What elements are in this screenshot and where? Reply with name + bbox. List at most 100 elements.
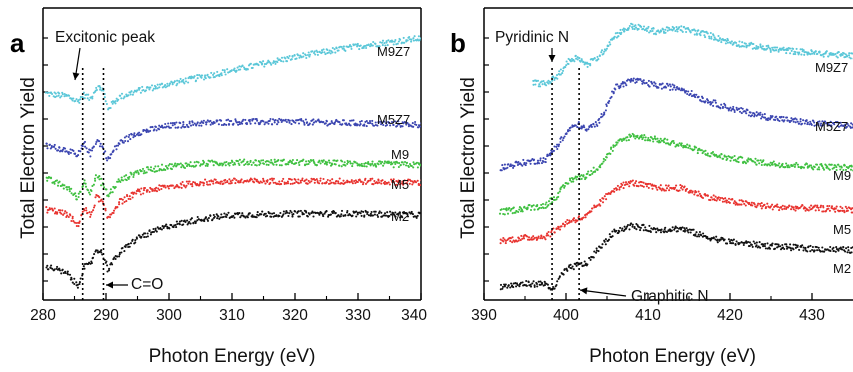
data-point	[560, 68, 562, 70]
data-point	[316, 178, 318, 180]
data-point	[317, 54, 319, 56]
data-point	[200, 125, 202, 127]
data-point	[88, 99, 90, 101]
data-point	[49, 144, 51, 146]
data-point	[277, 159, 279, 161]
data-point	[793, 206, 795, 208]
data-point	[525, 164, 527, 166]
data-point	[221, 74, 223, 76]
data-point	[839, 206, 841, 208]
data-point	[94, 205, 96, 207]
data-point	[222, 69, 224, 71]
data-point	[110, 107, 112, 109]
data-point	[756, 244, 758, 246]
data-point	[105, 260, 107, 262]
data-point	[322, 182, 324, 184]
data-point	[239, 68, 241, 70]
data-point	[326, 120, 328, 122]
data-point	[739, 242, 741, 244]
data-point	[182, 121, 184, 123]
data-point	[128, 178, 130, 180]
data-point	[788, 166, 790, 168]
data-point	[179, 223, 181, 225]
data-point	[156, 231, 158, 233]
data-point	[276, 61, 278, 63]
data-point	[655, 187, 657, 189]
data-point	[174, 163, 176, 165]
data-point	[667, 30, 669, 32]
data-point	[271, 179, 273, 181]
data-point	[794, 210, 796, 212]
data-point	[783, 208, 785, 210]
data-point	[714, 100, 716, 102]
data-point	[300, 182, 302, 184]
data-point	[126, 179, 128, 181]
data-point	[787, 164, 789, 166]
data-point	[364, 165, 366, 167]
data-point	[804, 248, 806, 250]
data-point	[716, 200, 718, 202]
data-point	[408, 166, 410, 168]
data-point	[708, 37, 710, 39]
data-point	[136, 236, 138, 238]
data-point	[287, 163, 289, 165]
data-point	[621, 227, 623, 229]
data-point	[528, 236, 530, 238]
data-point	[58, 147, 60, 149]
data-point	[818, 209, 820, 211]
data-point	[349, 120, 351, 122]
data-point	[612, 150, 614, 152]
data-point	[789, 243, 791, 245]
data-point	[678, 26, 680, 28]
data-point	[693, 193, 695, 195]
data-point	[60, 185, 62, 187]
data-point	[631, 226, 633, 228]
data-point	[677, 145, 679, 147]
data-point	[266, 215, 268, 217]
data-point	[564, 135, 566, 137]
data-point	[603, 112, 605, 114]
data-point	[153, 231, 155, 233]
data-point	[673, 28, 675, 30]
data-point	[511, 236, 513, 238]
data-point	[317, 180, 319, 182]
data-point	[562, 139, 564, 141]
data-point	[562, 223, 564, 225]
data-point	[412, 126, 414, 128]
data-point	[582, 174, 584, 176]
data-point	[257, 64, 259, 66]
data-point	[167, 122, 169, 124]
data-point	[596, 247, 598, 249]
data-point	[417, 180, 419, 182]
data-point	[55, 148, 57, 150]
data-point	[72, 97, 74, 99]
data-point	[360, 123, 362, 125]
data-point	[363, 47, 365, 49]
x-tick-label: 310	[219, 307, 245, 324]
data-point	[567, 183, 569, 185]
data-point	[297, 178, 299, 180]
data-point	[666, 231, 668, 233]
data-point	[617, 142, 619, 144]
data-point	[783, 47, 785, 49]
data-point	[175, 226, 177, 228]
data-point	[225, 161, 227, 163]
data-point	[247, 161, 249, 163]
data-point	[205, 123, 207, 125]
data-point	[310, 180, 312, 182]
data-point	[286, 60, 288, 62]
data-point	[94, 178, 96, 180]
data-point	[151, 126, 153, 128]
data-point	[728, 238, 730, 240]
data-point	[648, 225, 650, 227]
data-point	[774, 119, 776, 121]
data-point	[533, 280, 535, 282]
data-point	[542, 203, 544, 205]
data-point	[184, 221, 186, 223]
data-point	[643, 229, 645, 231]
data-point	[109, 216, 111, 218]
data-point	[130, 242, 132, 244]
data-point	[590, 210, 592, 212]
data-point	[690, 93, 692, 95]
data-point	[128, 134, 130, 136]
